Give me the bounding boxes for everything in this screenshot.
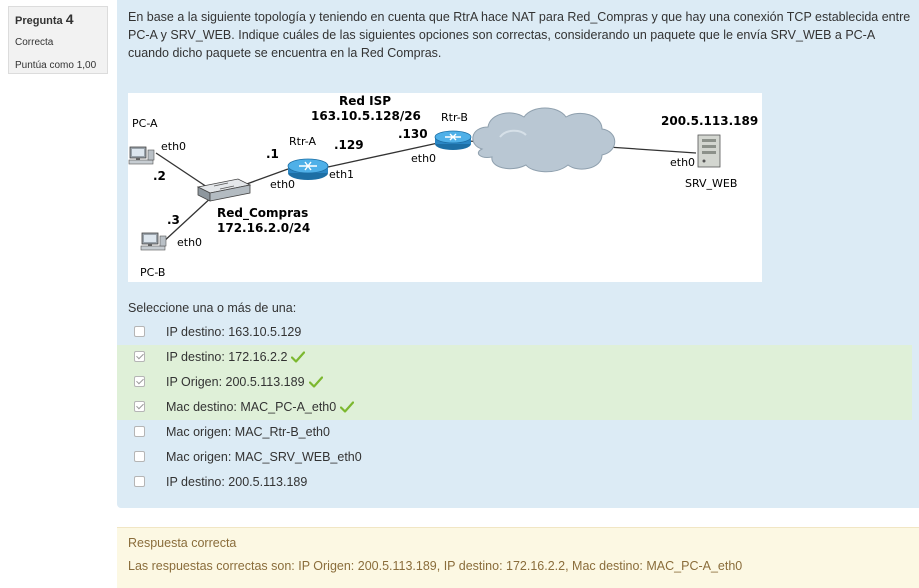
server-label: SRV_WEB <box>685 177 737 190</box>
server-iface-label: eth0 <box>670 156 695 169</box>
answer-option-4[interactable]: Mac destino: MAC_PC-A_eth0 <box>117 395 912 420</box>
question-formulation: En base a la siguiente topología y tenie… <box>117 0 919 508</box>
correct-check-icon <box>340 401 355 413</box>
router-a-label: Rtr-A <box>289 135 317 148</box>
router-a-icon <box>287 158 329 180</box>
pc-b-iface-label: eth0 <box>177 236 202 249</box>
lan-net-label: 172.16.2.0/24 <box>217 221 310 235</box>
link-rtra-rtrb <box>327 142 439 168</box>
isp-net-label: 163.10.5.128/26 <box>311 109 421 123</box>
switch-icon <box>196 178 252 202</box>
checkbox[interactable] <box>134 376 145 387</box>
option-label: IP destino: 172.16.2.2 <box>166 350 288 364</box>
pc-b-icon <box>140 232 167 251</box>
correct-check-icon <box>291 351 306 363</box>
router-a-wan-iface-label: eth1 <box>329 168 354 181</box>
server-icon <box>697 134 721 168</box>
answer-option-1[interactable]: IP destino: 163.10.5.129 <box>117 320 912 345</box>
router-b-iface-label: eth0 <box>411 152 436 165</box>
router-b-label: Rtr-B <box>441 111 468 124</box>
pc-a-label: PC-A <box>132 117 158 130</box>
question-grade: Puntúa como 1,00 <box>15 60 97 71</box>
link-pca-switch <box>155 152 211 190</box>
router-a-wan-ip-label: .129 <box>334 138 364 152</box>
pc-b-ip-label: .3 <box>167 213 180 227</box>
answer-option-3[interactable]: IP Origen: 200.5.113.189 <box>117 370 912 395</box>
link-pcb-switch <box>161 194 215 244</box>
isp-name-label: Red ISP <box>339 94 391 108</box>
checkbox[interactable] <box>134 351 145 362</box>
router-a-lan-iface-label: eth0 <box>270 178 295 191</box>
checkbox[interactable] <box>134 326 145 337</box>
router-b-icon <box>434 130 472 150</box>
router-b-ip-label: .130 <box>398 127 428 141</box>
pc-b-label: PC-B <box>140 266 165 279</box>
option-label: IP destino: 163.10.5.129 <box>166 325 302 339</box>
feedback-panel: Respuesta correcta Las respuestas correc… <box>117 527 919 588</box>
pc-a-icon <box>128 146 155 165</box>
checkbox[interactable] <box>134 476 145 487</box>
pc-a-iface-label: eth0 <box>161 140 186 153</box>
checkbox[interactable] <box>134 451 145 462</box>
question-number: Pregunta 4 <box>15 11 74 27</box>
answer-option-6[interactable]: Mac origen: MAC_SRV_WEB_eth0 <box>117 445 912 470</box>
correct-check-icon <box>308 376 323 388</box>
network-topology-diagram: PC-A eth0 .2 .3 eth0 PC-B Rtr-A .1 eth0 … <box>128 93 762 282</box>
feedback-answer: Las respuestas correctas son: IP Origen:… <box>128 559 743 573</box>
answer-options: IP destino: 163.10.5.129 IP destino: 172… <box>117 320 912 495</box>
checkbox[interactable] <box>134 401 145 412</box>
option-label: IP destino: 200.5.113.189 <box>166 475 308 489</box>
answer-option-2[interactable]: IP destino: 172.16.2.2 <box>117 345 912 370</box>
checkbox[interactable] <box>134 426 145 437</box>
option-label: Mac origen: MAC_SRV_WEB_eth0 <box>166 450 362 464</box>
router-a-lan-ip-label: .1 <box>266 147 279 161</box>
option-label: Mac origen: MAC_Rtr-B_eth0 <box>166 425 330 439</box>
answer-option-7[interactable]: IP destino: 200.5.113.189 <box>117 470 912 495</box>
pc-a-ip-label: .2 <box>153 169 166 183</box>
question-state: Correcta <box>15 37 54 48</box>
link-switch-rtra <box>243 168 289 186</box>
question-text: En base a la siguiente topología y tenie… <box>128 10 911 60</box>
option-label: IP Origen: 200.5.113.189 <box>166 375 305 389</box>
isp-cloud-icon <box>472 107 616 173</box>
question-info: Pregunta 4 Correcta Puntúa como 1,00 <box>8 6 108 74</box>
server-ip-label: 200.5.113.189 <box>661 114 758 128</box>
option-label: Mac destino: MAC_PC-A_eth0 <box>166 400 337 414</box>
link-cloud-srv <box>607 146 697 154</box>
answer-option-5[interactable]: Mac origen: MAC_Rtr-B_eth0 <box>117 420 912 445</box>
answer-prompt: Seleccione una o más de una: <box>128 301 297 315</box>
feedback-result: Respuesta correcta <box>128 536 237 550</box>
lan-name-label: Red_Compras <box>217 206 308 221</box>
